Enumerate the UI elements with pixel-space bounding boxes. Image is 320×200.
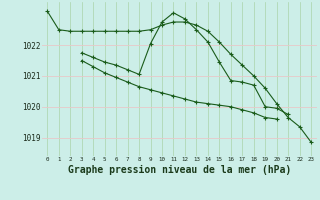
X-axis label: Graphe pression niveau de la mer (hPa): Graphe pression niveau de la mer (hPa) xyxy=(68,165,291,175)
